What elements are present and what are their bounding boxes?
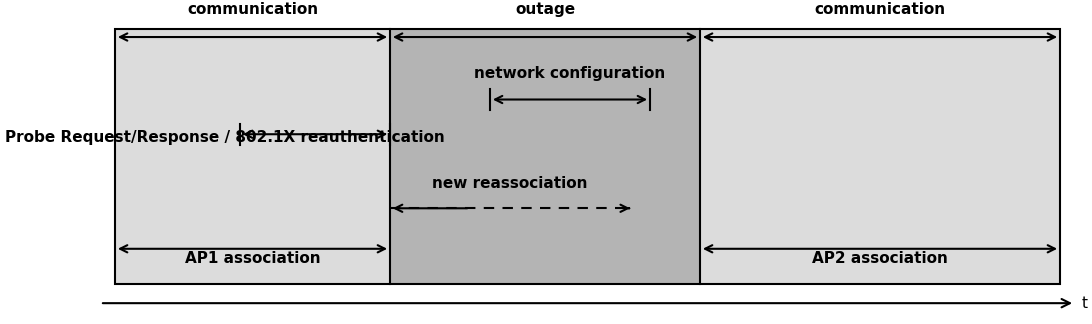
Text: new reassociation: new reassociation (432, 176, 587, 191)
Text: Probe Request/Response / 802.1X reauthentication: Probe Request/Response / 802.1X reauthen… (5, 130, 444, 145)
Bar (700, 29, 1060, 284)
Text: AP2 association: AP2 association (812, 251, 948, 266)
Bar (115, 29, 390, 284)
Text: communication: communication (815, 2, 946, 17)
Text: communication: communication (187, 2, 318, 17)
Text: network configuration: network configuration (474, 66, 666, 81)
Bar (390, 29, 700, 284)
Text: outage: outage (515, 2, 575, 17)
Bar (115, 29, 1060, 284)
Text: AP1 association: AP1 association (185, 251, 320, 266)
Text: t: t (1082, 296, 1088, 311)
